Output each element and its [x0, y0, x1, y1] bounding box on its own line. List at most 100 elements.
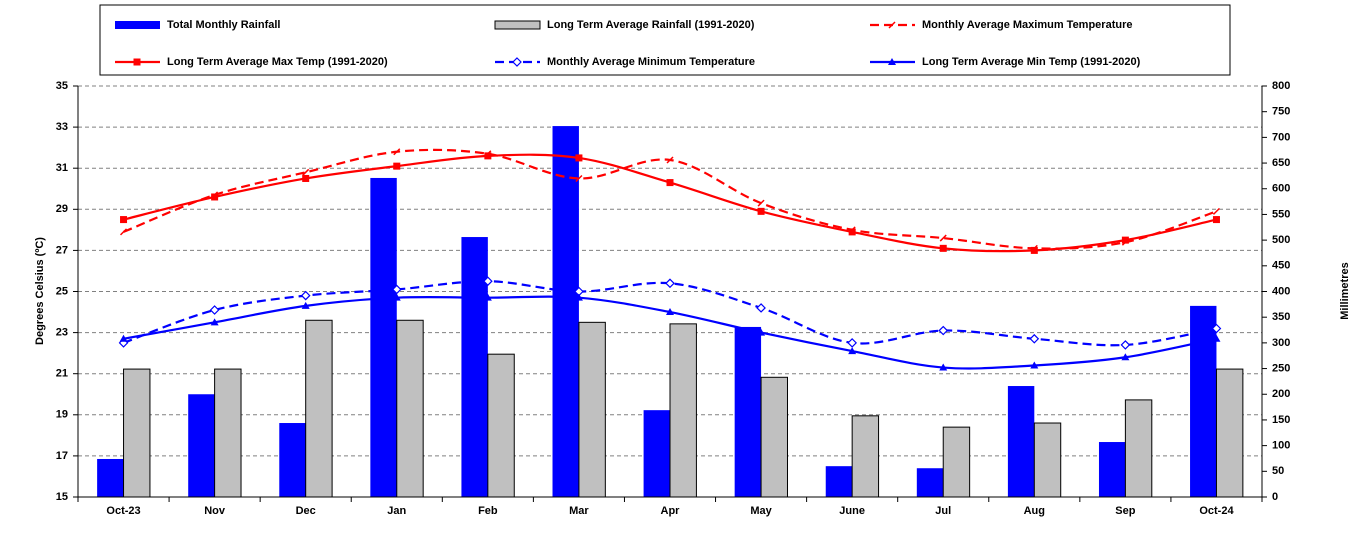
bar [97, 458, 124, 497]
bar [760, 376, 788, 498]
legend-label: Long Term Average Max Temp (1991-2020) [167, 56, 388, 68]
x-tick-label: Jan [387, 505, 406, 517]
y2-tick-label: 650 [1272, 157, 1290, 169]
series-line [123, 153, 1217, 253]
marker [1212, 334, 1221, 342]
bar [279, 423, 306, 497]
marker [120, 228, 128, 236]
marker [393, 148, 401, 156]
y2-tick-label: 400 [1272, 285, 1290, 297]
bar [188, 394, 215, 497]
bar [123, 368, 151, 498]
x-tick-label: Mar [569, 505, 589, 517]
bar [396, 319, 424, 498]
marker [575, 154, 583, 162]
y2-tick-label: 800 [1272, 80, 1290, 92]
marker [757, 207, 765, 215]
x-tick-label: Feb [478, 505, 498, 517]
x-tick-label: Sep [1115, 505, 1135, 517]
marker [393, 162, 401, 170]
x-tick-label: June [839, 505, 865, 517]
bar [578, 321, 606, 498]
marker [119, 334, 128, 342]
y-tick-label: 21 [56, 368, 68, 380]
legend-box [99, 4, 1231, 76]
y2-tick-label: 250 [1272, 362, 1290, 374]
marker [1029, 333, 1040, 344]
legend-swatch [115, 21, 160, 29]
bar [1098, 442, 1126, 497]
marker [301, 301, 310, 309]
y-tick-label: 35 [56, 80, 68, 92]
marker [210, 318, 219, 326]
marker [1030, 361, 1039, 369]
marker [1212, 207, 1220, 215]
marker [482, 276, 493, 287]
bar [305, 319, 333, 498]
x-tick-label: Apr [661, 505, 681, 517]
marker [1121, 236, 1129, 244]
marker [847, 338, 858, 348]
y2-axis-label: Millimetres [1339, 262, 1351, 319]
x-tick-label: Oct-24 [1199, 505, 1234, 517]
y2-tick-label: 300 [1272, 337, 1290, 349]
y2-tick-label: 50 [1272, 465, 1284, 477]
legend-label: Monthly Average Minimum Temperature [547, 56, 755, 68]
y2-tick-label: 500 [1272, 234, 1290, 246]
bar [1033, 422, 1062, 498]
y2-tick-label: 200 [1272, 388, 1290, 400]
y2-tick-label: 600 [1272, 183, 1290, 195]
bar [1215, 368, 1244, 498]
legend-label: Total Monthly Rainfall [167, 19, 280, 31]
x-tick-label: May [750, 505, 772, 517]
y2-tick-label: 450 [1272, 260, 1290, 272]
y2-tick-label: 550 [1272, 208, 1290, 220]
y-tick-label: 23 [56, 327, 68, 339]
marker [1212, 216, 1220, 224]
marker [574, 293, 583, 301]
marker [512, 57, 522, 67]
y-tick-label: 15 [56, 491, 68, 503]
x-tick-label: Jul [935, 505, 951, 517]
marker [483, 293, 492, 301]
marker [888, 58, 896, 65]
x-tick-label: Nov [204, 505, 226, 517]
bar [851, 415, 880, 498]
marker [757, 328, 766, 336]
y-tick-label: 31 [56, 162, 68, 174]
bar [461, 237, 488, 498]
bar [825, 466, 853, 497]
marker [484, 152, 492, 160]
y-tick-label: 25 [56, 285, 68, 297]
marker [392, 293, 401, 301]
marker [300, 290, 311, 301]
marker [1120, 340, 1131, 350]
marker [939, 244, 947, 252]
bar [1124, 399, 1153, 498]
bar [214, 368, 242, 498]
marker [120, 216, 128, 224]
bar [669, 323, 697, 498]
marker [1211, 323, 1222, 334]
bar [487, 353, 515, 498]
marker [302, 174, 310, 182]
legend-label: Long Term Average Rainfall (1991-2020) [547, 19, 755, 31]
marker [756, 303, 766, 313]
bar [552, 126, 579, 497]
legend-label: Monthly Average Maximum Temperature [922, 19, 1132, 31]
y-tick-label: 27 [56, 244, 68, 256]
y-tick-label: 29 [56, 203, 68, 215]
bar [370, 177, 397, 497]
bar [942, 426, 971, 498]
bar [643, 410, 670, 497]
marker [666, 156, 674, 164]
marker [666, 308, 674, 316]
x-tick-label: Aug [1024, 505, 1045, 517]
y2-tick-label: 150 [1272, 414, 1290, 426]
marker [133, 58, 141, 66]
y-axis-label: Degrees Celsius (ºC) [34, 237, 46, 345]
x-tick-label: Oct-23 [106, 505, 140, 517]
bar [916, 468, 944, 497]
marker [666, 179, 674, 187]
